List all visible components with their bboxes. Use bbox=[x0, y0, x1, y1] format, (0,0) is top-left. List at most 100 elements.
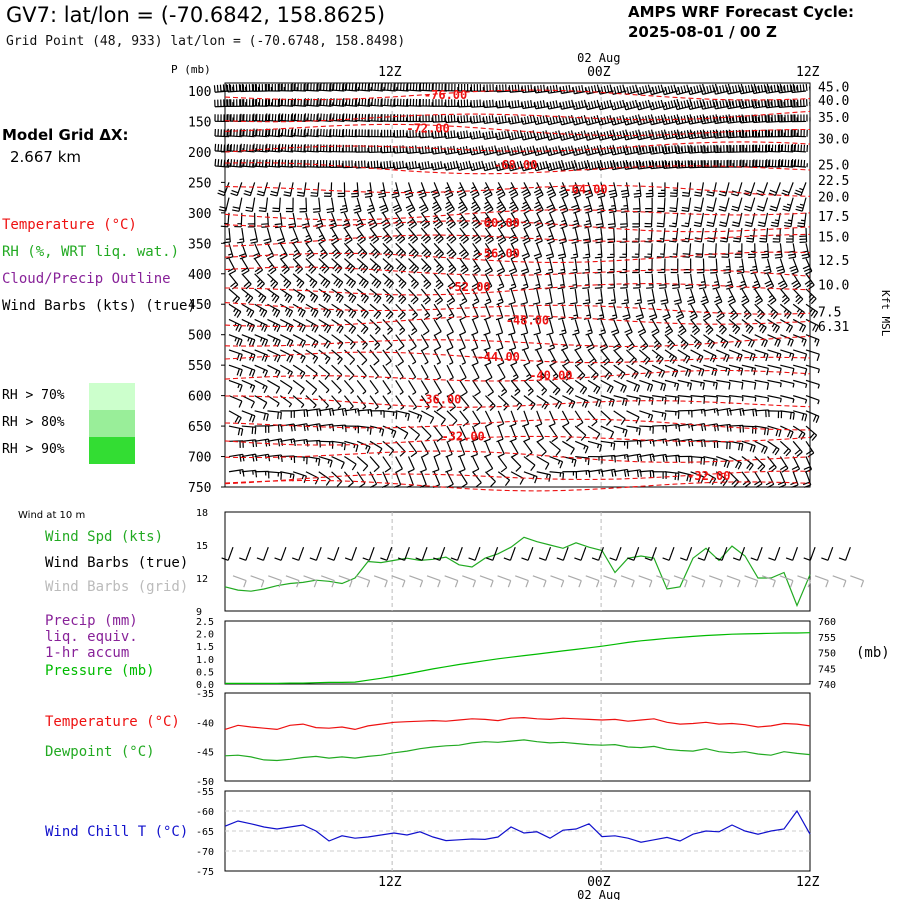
barb-flag bbox=[575, 101, 578, 109]
barb-flag bbox=[397, 224, 404, 229]
barb-flag bbox=[703, 144, 706, 152]
barb-flag bbox=[597, 133, 601, 141]
barb-shaft bbox=[331, 212, 338, 227]
wind-barb bbox=[420, 258, 432, 274]
wind-barb bbox=[228, 334, 243, 347]
barb-flag bbox=[284, 128, 287, 137]
barb-shaft bbox=[651, 105, 666, 111]
barb-flag bbox=[373, 280, 380, 287]
wind-barb bbox=[582, 258, 590, 274]
barb-flag bbox=[797, 222, 805, 225]
barb-flag bbox=[361, 310, 367, 317]
barb-flag bbox=[644, 115, 648, 123]
barb-flag bbox=[264, 129, 267, 137]
wind-barb bbox=[318, 303, 332, 318]
wind-barb bbox=[252, 98, 273, 107]
barb-flag bbox=[292, 252, 300, 257]
barb-shaft bbox=[587, 288, 591, 303]
barb-shaft bbox=[279, 273, 292, 284]
barb-shaft bbox=[407, 182, 414, 196]
wind-barb bbox=[534, 334, 543, 351]
barb-shaft bbox=[638, 151, 653, 156]
barb-flag bbox=[338, 296, 344, 303]
barb-flag bbox=[587, 132, 591, 140]
barb-flag bbox=[400, 267, 407, 274]
barb-flag bbox=[665, 131, 668, 139]
barb-flag bbox=[240, 143, 242, 151]
wind-barb bbox=[431, 197, 442, 214]
wind-barb bbox=[382, 242, 394, 259]
barb-flag bbox=[336, 309, 342, 317]
barb-flag bbox=[548, 268, 553, 271]
barb-shaft bbox=[639, 379, 653, 386]
wind-barb bbox=[508, 227, 519, 245]
barb-flag bbox=[677, 310, 682, 314]
barb-flag bbox=[805, 83, 808, 91]
barb-shaft bbox=[343, 242, 355, 255]
barb-flag bbox=[496, 186, 501, 190]
barb-flag bbox=[436, 376, 441, 380]
barb-flag bbox=[366, 207, 374, 211]
barb-flag bbox=[431, 203, 439, 209]
barb-shaft bbox=[574, 379, 588, 389]
wind-barb bbox=[728, 319, 741, 335]
barb-flag bbox=[572, 102, 575, 110]
wind-barb bbox=[624, 319, 633, 336]
barb-flag bbox=[361, 295, 367, 302]
barb-shaft bbox=[766, 243, 770, 258]
barb-flag bbox=[719, 85, 722, 93]
barb-flag bbox=[787, 159, 790, 167]
wind-barb bbox=[318, 273, 331, 289]
barb-flag bbox=[681, 209, 689, 213]
barb-flag bbox=[674, 87, 678, 95]
barb-shaft bbox=[805, 379, 820, 386]
barb-flag bbox=[719, 224, 727, 228]
rh-90-label: RH > 90% bbox=[2, 442, 65, 457]
wind-barb bbox=[406, 98, 422, 107]
barb-flag bbox=[250, 325, 256, 332]
barb-flag bbox=[513, 131, 517, 139]
wind-barb bbox=[536, 379, 548, 396]
barb-flag bbox=[776, 268, 784, 272]
barb-flag bbox=[491, 146, 494, 154]
barb-flag bbox=[258, 210, 266, 213]
barb-flag bbox=[485, 131, 489, 139]
pressure-tick-label: 250 bbox=[188, 176, 211, 191]
barb-shaft bbox=[561, 288, 566, 303]
barb-flag bbox=[498, 131, 501, 140]
barb-flag bbox=[487, 223, 494, 229]
barb-shaft bbox=[471, 151, 486, 156]
barb-shaft bbox=[536, 182, 544, 196]
barb-shaft bbox=[728, 379, 743, 384]
wind-barb bbox=[662, 304, 671, 321]
barb-shaft bbox=[254, 303, 268, 312]
wind-barb bbox=[299, 197, 308, 213]
barb-flag bbox=[345, 234, 350, 238]
wind-barb bbox=[741, 334, 755, 348]
barb-flag bbox=[388, 267, 394, 274]
wind-barb bbox=[472, 288, 480, 306]
barb-flag bbox=[355, 82, 358, 90]
barb-flag bbox=[424, 391, 429, 395]
barb-shaft bbox=[779, 288, 790, 301]
barb-flag bbox=[535, 191, 543, 196]
barb-flag bbox=[337, 390, 342, 394]
barb-flag bbox=[395, 233, 402, 240]
barb-flag bbox=[671, 145, 674, 153]
wind-barb bbox=[470, 99, 486, 108]
barb-shaft bbox=[651, 334, 662, 346]
barb-shaft bbox=[689, 90, 704, 96]
barb-shaft bbox=[625, 319, 633, 333]
barb-flag bbox=[228, 253, 233, 256]
barb-flag bbox=[668, 354, 673, 359]
barb-flag bbox=[447, 131, 450, 139]
barb-flag bbox=[498, 100, 501, 108]
barb-flag bbox=[516, 161, 520, 169]
barb-shaft bbox=[291, 150, 306, 153]
barb-flag bbox=[473, 251, 480, 257]
barb-shaft bbox=[420, 212, 431, 225]
barb-flag bbox=[737, 341, 742, 349]
wind-barb bbox=[533, 100, 550, 110]
wind-barb bbox=[331, 334, 344, 350]
barb-shaft bbox=[740, 136, 755, 138]
